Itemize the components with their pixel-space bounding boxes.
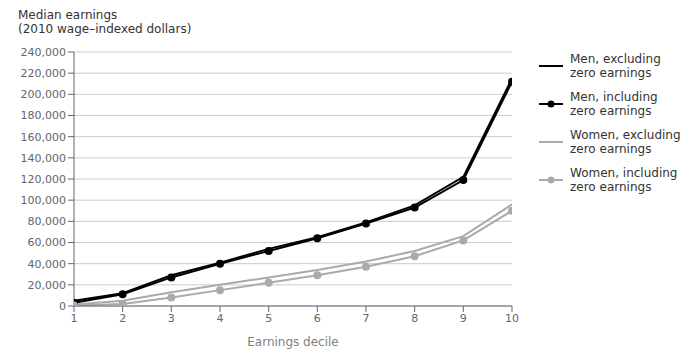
html-text:Women, excluding: Women, excluding: [570, 128, 681, 142]
svg-text:0: 0: [59, 300, 66, 313]
svg-text:3: 3: [168, 312, 175, 325]
svg-text:220,000: 220,000: [21, 67, 67, 80]
svg-text:2: 2: [119, 312, 126, 325]
svg-text:160,000: 160,000: [21, 131, 67, 144]
svg-text:Earnings decile: Earnings decile: [247, 335, 339, 349]
svg-text:6: 6: [314, 312, 321, 325]
svg-text:20,000: 20,000: [28, 279, 67, 292]
html-text:Women, including: Women, including: [570, 166, 678, 180]
svg-text:240,000: 240,000: [21, 46, 67, 59]
svg-text:4: 4: [217, 312, 224, 325]
svg-text:180,000: 180,000: [21, 109, 67, 122]
svg-text:10: 10: [505, 312, 519, 325]
html-text:zero earnings: zero earnings: [570, 180, 652, 194]
html-text:zero earnings: zero earnings: [570, 142, 652, 156]
html-text:Men, excluding: Men, excluding: [570, 52, 661, 66]
svg-text:60,000: 60,000: [28, 236, 67, 249]
svg-text:5: 5: [265, 312, 272, 325]
html-text:Median earnings: Median earnings: [18, 8, 118, 22]
html-text:Men, including: Men, including: [570, 90, 658, 104]
html-text:(2010 wage–indexed dollars): (2010 wage–indexed dollars): [18, 22, 192, 36]
svg-text:200,000: 200,000: [21, 88, 67, 101]
svg-text:120,000: 120,000: [21, 173, 67, 186]
svg-text:9: 9: [460, 312, 467, 325]
html-text:zero earnings: zero earnings: [570, 104, 652, 118]
svg-text:40,000: 40,000: [28, 258, 67, 271]
svg-text:100,000: 100,000: [21, 194, 67, 207]
svg-text:140,000: 140,000: [21, 152, 67, 165]
svg-text:1: 1: [71, 312, 78, 325]
svg-text:7: 7: [363, 312, 370, 325]
svg-text:80,000: 80,000: [28, 215, 67, 228]
html-text:zero earnings: zero earnings: [570, 66, 652, 80]
svg-text:8: 8: [411, 312, 418, 325]
